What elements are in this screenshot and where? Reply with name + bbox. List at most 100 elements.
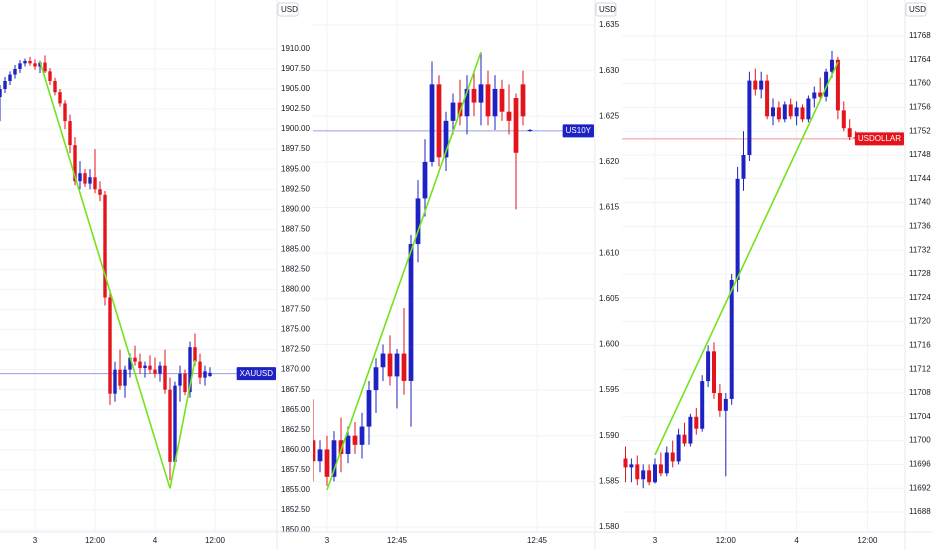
candle-body (443, 120, 449, 158)
candle-body (18, 63, 22, 69)
y-tick-label: 11696 (909, 460, 931, 469)
candle-body (401, 353, 407, 381)
candle-body (788, 104, 793, 117)
price-tag-box (562, 124, 594, 138)
candle-body (408, 244, 414, 381)
candle-body (394, 353, 400, 377)
candle-body (68, 121, 72, 146)
candle-body (359, 426, 365, 445)
candle-body (366, 390, 372, 427)
y-tick-label: 1902.50 (281, 104, 310, 113)
candle-body (812, 92, 817, 99)
candle-body (429, 84, 435, 162)
candle-body (670, 452, 675, 462)
price-tag: USDOLLAR (854, 132, 904, 146)
candle-body (800, 107, 805, 120)
candle-body (700, 381, 705, 429)
candle-body (133, 357, 137, 362)
y-tick-label: 1.620 (599, 157, 620, 166)
y-tick-label: 11744 (909, 174, 931, 183)
candle-body (123, 369, 127, 386)
candle-body (520, 84, 526, 117)
candle-body (847, 128, 852, 138)
candle-body (717, 393, 722, 411)
candle-body (623, 458, 628, 468)
candle-body (776, 107, 781, 120)
y-tick-label: 1.610 (599, 248, 620, 257)
candle-body (711, 351, 717, 394)
candle-body (338, 440, 344, 454)
axis-header: USD (281, 5, 298, 14)
y-tick-label: 1882.50 (281, 265, 310, 274)
y-tick-label: 1890.00 (281, 204, 310, 213)
x-tick-label: 12:00 (716, 536, 737, 545)
candle-body (527, 129, 533, 131)
y-tick-label: 11760 (909, 79, 931, 88)
x-tick-label: 3 (325, 536, 330, 545)
plot (622, 0, 904, 532)
candle-body (794, 107, 799, 117)
y-tick-label: 1857.50 (281, 465, 310, 474)
x-tick-label: 4 (153, 536, 158, 545)
candle-body (806, 98, 811, 120)
candle-body (183, 373, 187, 393)
candle-body (103, 194, 107, 298)
y-tick-label: 11740 (909, 198, 931, 207)
candle-body (33, 63, 37, 67)
x-tick-label: 12:45 (387, 536, 408, 545)
candle-body (23, 60, 27, 64)
candle-body (83, 173, 87, 184)
candle-body (78, 173, 82, 182)
y-tick-label: 11752 (909, 126, 931, 135)
x-tick-label: 4 (794, 536, 799, 545)
y-tick-label: 11720 (909, 317, 931, 326)
y-tick-label: 11736 (909, 222, 931, 231)
candle-body (352, 435, 358, 445)
y-tick-label: 1.580 (599, 522, 620, 531)
axis-header-box (905, 2, 927, 17)
y-tick-label: 1855.00 (281, 485, 310, 494)
price-tag: XAUUSD (236, 367, 276, 381)
price-tag-box (236, 367, 276, 381)
candle-body (682, 434, 687, 444)
x-tick-label: 3 (653, 536, 658, 545)
candle-body (464, 88, 470, 117)
trend-line (39, 61, 196, 489)
y-tick-label: 11708 (909, 388, 931, 397)
y-tick-label: 1870.00 (281, 365, 310, 374)
candle-body (747, 80, 752, 156)
y-tick-label: 11768 (909, 31, 931, 40)
candle-body (178, 373, 182, 386)
candle-body (629, 464, 634, 468)
y-tick-label: 1897.50 (281, 144, 310, 153)
y-tick-label: 11716 (909, 341, 931, 350)
candle-body (676, 434, 681, 462)
y-tick-label: 1.625 (599, 111, 620, 120)
axis-header: USD (909, 5, 926, 14)
axis-header-box (277, 2, 299, 17)
axis-header-box (595, 2, 617, 17)
candle-body (688, 416, 693, 444)
candle-body (118, 369, 122, 386)
price-tag-label: US10Y (566, 126, 592, 135)
candle-body (635, 464, 640, 480)
candle-body (168, 389, 172, 462)
candle-body (735, 178, 740, 280)
candle-body (415, 198, 421, 245)
y-tick-label: 11712 (909, 364, 931, 373)
candle-body (782, 104, 787, 120)
candle-body (28, 60, 32, 64)
y-tick-label: 1872.50 (281, 345, 310, 354)
x-tick-label: 12:45 (527, 536, 548, 545)
candle-body (13, 68, 17, 75)
candle-body (8, 74, 12, 81)
y-tick-label: 1.595 (599, 385, 620, 394)
candle-body (658, 464, 663, 474)
y-tick-label: 1880.00 (281, 285, 310, 294)
candle-body (723, 398, 728, 411)
y-tick-label: 1.630 (599, 66, 620, 75)
y-tick-label: 11704 (909, 412, 931, 421)
candle-body (641, 470, 646, 480)
candle-body (492, 88, 498, 117)
candle-body (113, 369, 117, 394)
